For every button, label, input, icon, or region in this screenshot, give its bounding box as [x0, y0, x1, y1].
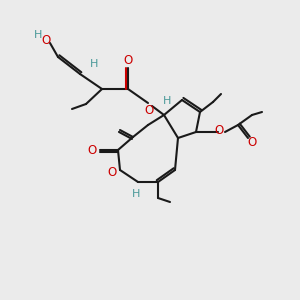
Text: O: O [123, 55, 133, 68]
Text: H: H [132, 189, 140, 199]
Text: O: O [107, 166, 117, 178]
Text: H: H [34, 30, 42, 40]
Text: H: H [90, 59, 98, 69]
Text: O: O [41, 34, 51, 47]
Text: H: H [163, 96, 171, 106]
Text: O: O [144, 103, 154, 116]
Text: O: O [214, 124, 224, 136]
Text: O: O [87, 143, 97, 157]
Text: O: O [248, 136, 256, 148]
